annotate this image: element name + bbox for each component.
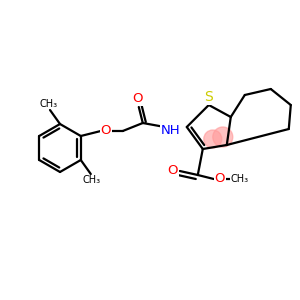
Text: O: O xyxy=(167,164,178,178)
Text: NH: NH xyxy=(161,124,181,136)
Text: CH₃: CH₃ xyxy=(83,175,101,185)
Text: S: S xyxy=(204,90,213,104)
Circle shape xyxy=(204,130,222,148)
Text: CH₃: CH₃ xyxy=(231,174,249,184)
Circle shape xyxy=(213,127,233,147)
Text: CH₃: CH₃ xyxy=(40,99,58,109)
Text: O: O xyxy=(100,124,111,136)
Text: O: O xyxy=(133,92,143,106)
Text: O: O xyxy=(214,172,225,185)
